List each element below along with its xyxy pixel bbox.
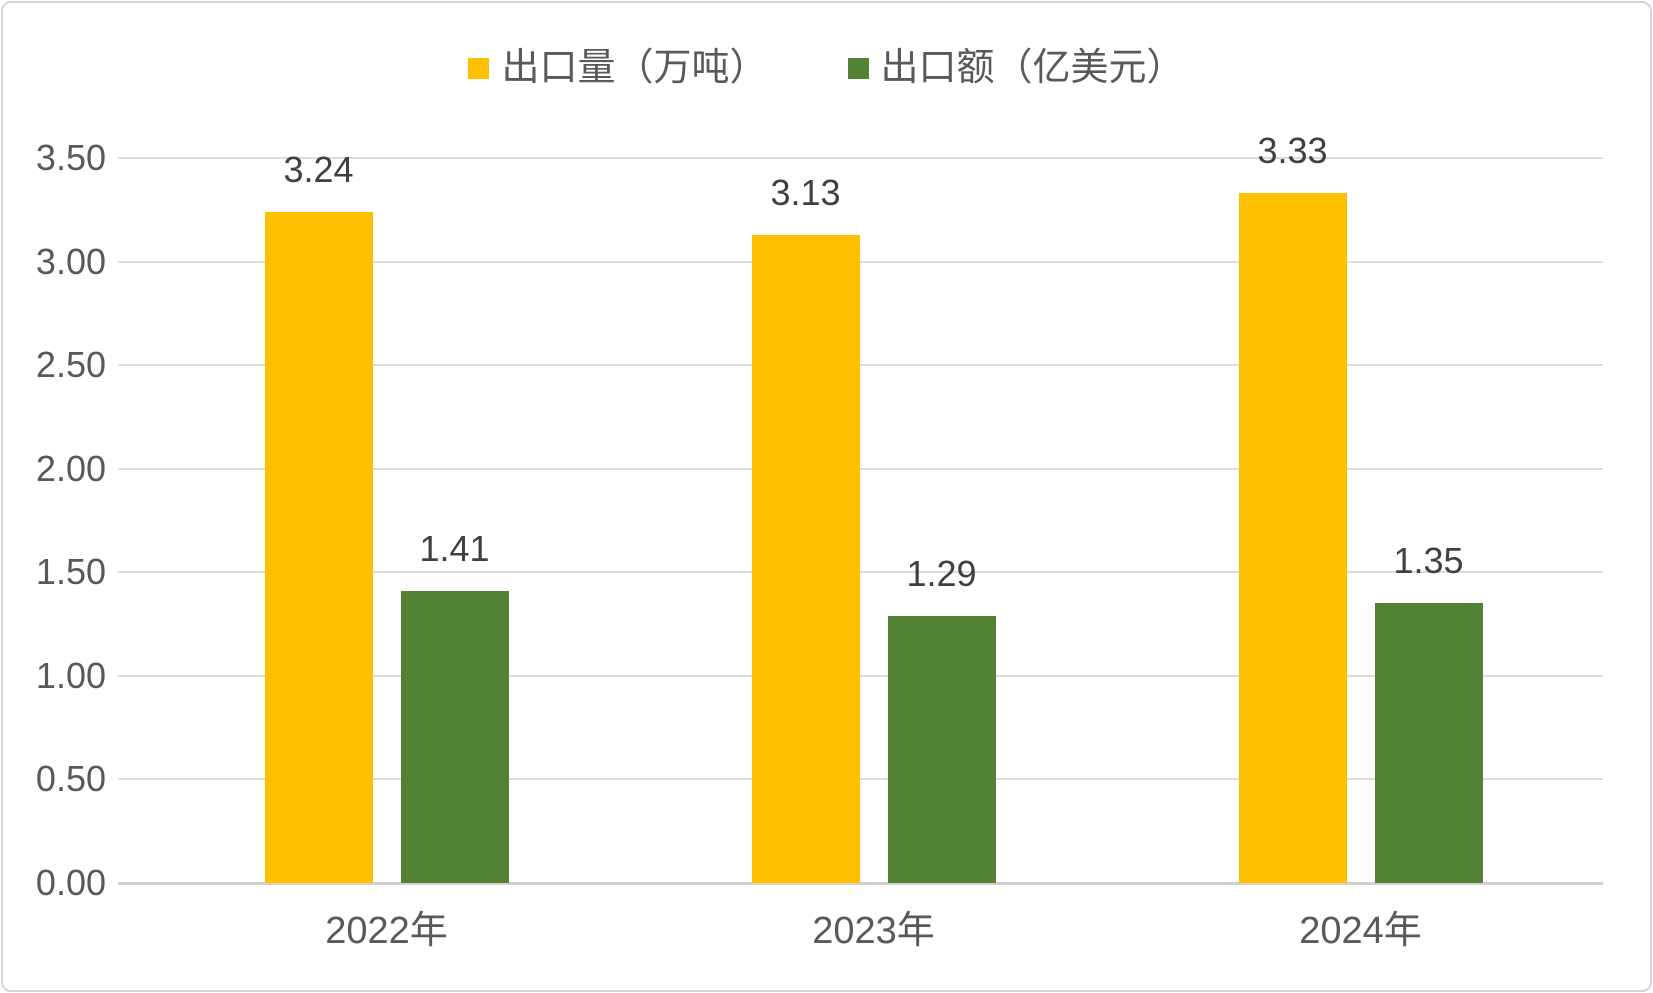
gridline	[118, 157, 1603, 159]
y-axis-tick-label: 3.00	[35, 240, 106, 282]
gridline	[118, 571, 1603, 574]
y-axis-tick-label: 1.50	[35, 551, 106, 593]
bar[interactable]	[264, 211, 373, 883]
legend-swatch-export-volume	[468, 58, 490, 80]
bar[interactable]	[400, 590, 509, 883]
gridline	[118, 364, 1603, 367]
bar[interactable]	[1238, 193, 1347, 883]
legend-label-export-value: 出口额（亿美元）	[880, 47, 1185, 90]
bar-value-label: 3.13	[770, 171, 841, 213]
legend-item-export-volume[interactable]: 出口量（万吨）	[468, 47, 768, 90]
y-axis-tick-label: 2.50	[35, 344, 106, 386]
bar-value-label: 3.33	[1257, 130, 1328, 172]
x-axis-line	[118, 881, 1603, 885]
x-axis-label: 2023年	[812, 910, 935, 952]
legend: 出口量（万吨） 出口额（亿美元）	[3, 45, 1650, 93]
gridline	[118, 467, 1603, 470]
x-axis-label: 2024年	[1299, 910, 1422, 952]
y-axis-tick-label: 3.50	[35, 137, 106, 178]
y-axis-tick-label: 0.00	[35, 862, 106, 903]
gridline	[118, 260, 1603, 263]
bar-value-label: 1.35	[1393, 540, 1464, 582]
x-axis-label: 2022年	[325, 910, 448, 952]
bar-value-label: 1.41	[419, 527, 490, 569]
gridline	[118, 778, 1603, 781]
y-axis-tick-label: 0.50	[35, 758, 106, 800]
legend-swatch-export-value	[847, 58, 869, 80]
bar-value-label: 3.24	[283, 148, 354, 190]
legend-label-export-volume: 出口量（万吨）	[501, 47, 768, 90]
bar[interactable]	[887, 615, 996, 883]
bar[interactable]	[751, 234, 860, 883]
bar-value-label: 1.29	[906, 552, 977, 594]
y-axis-tick-label: 1.00	[35, 654, 106, 696]
gridline	[118, 674, 1603, 677]
bar[interactable]	[1374, 603, 1483, 883]
y-axis-tick-label: 2.00	[35, 447, 106, 489]
legend-item-export-value[interactable]: 出口额（亿美元）	[847, 47, 1185, 90]
